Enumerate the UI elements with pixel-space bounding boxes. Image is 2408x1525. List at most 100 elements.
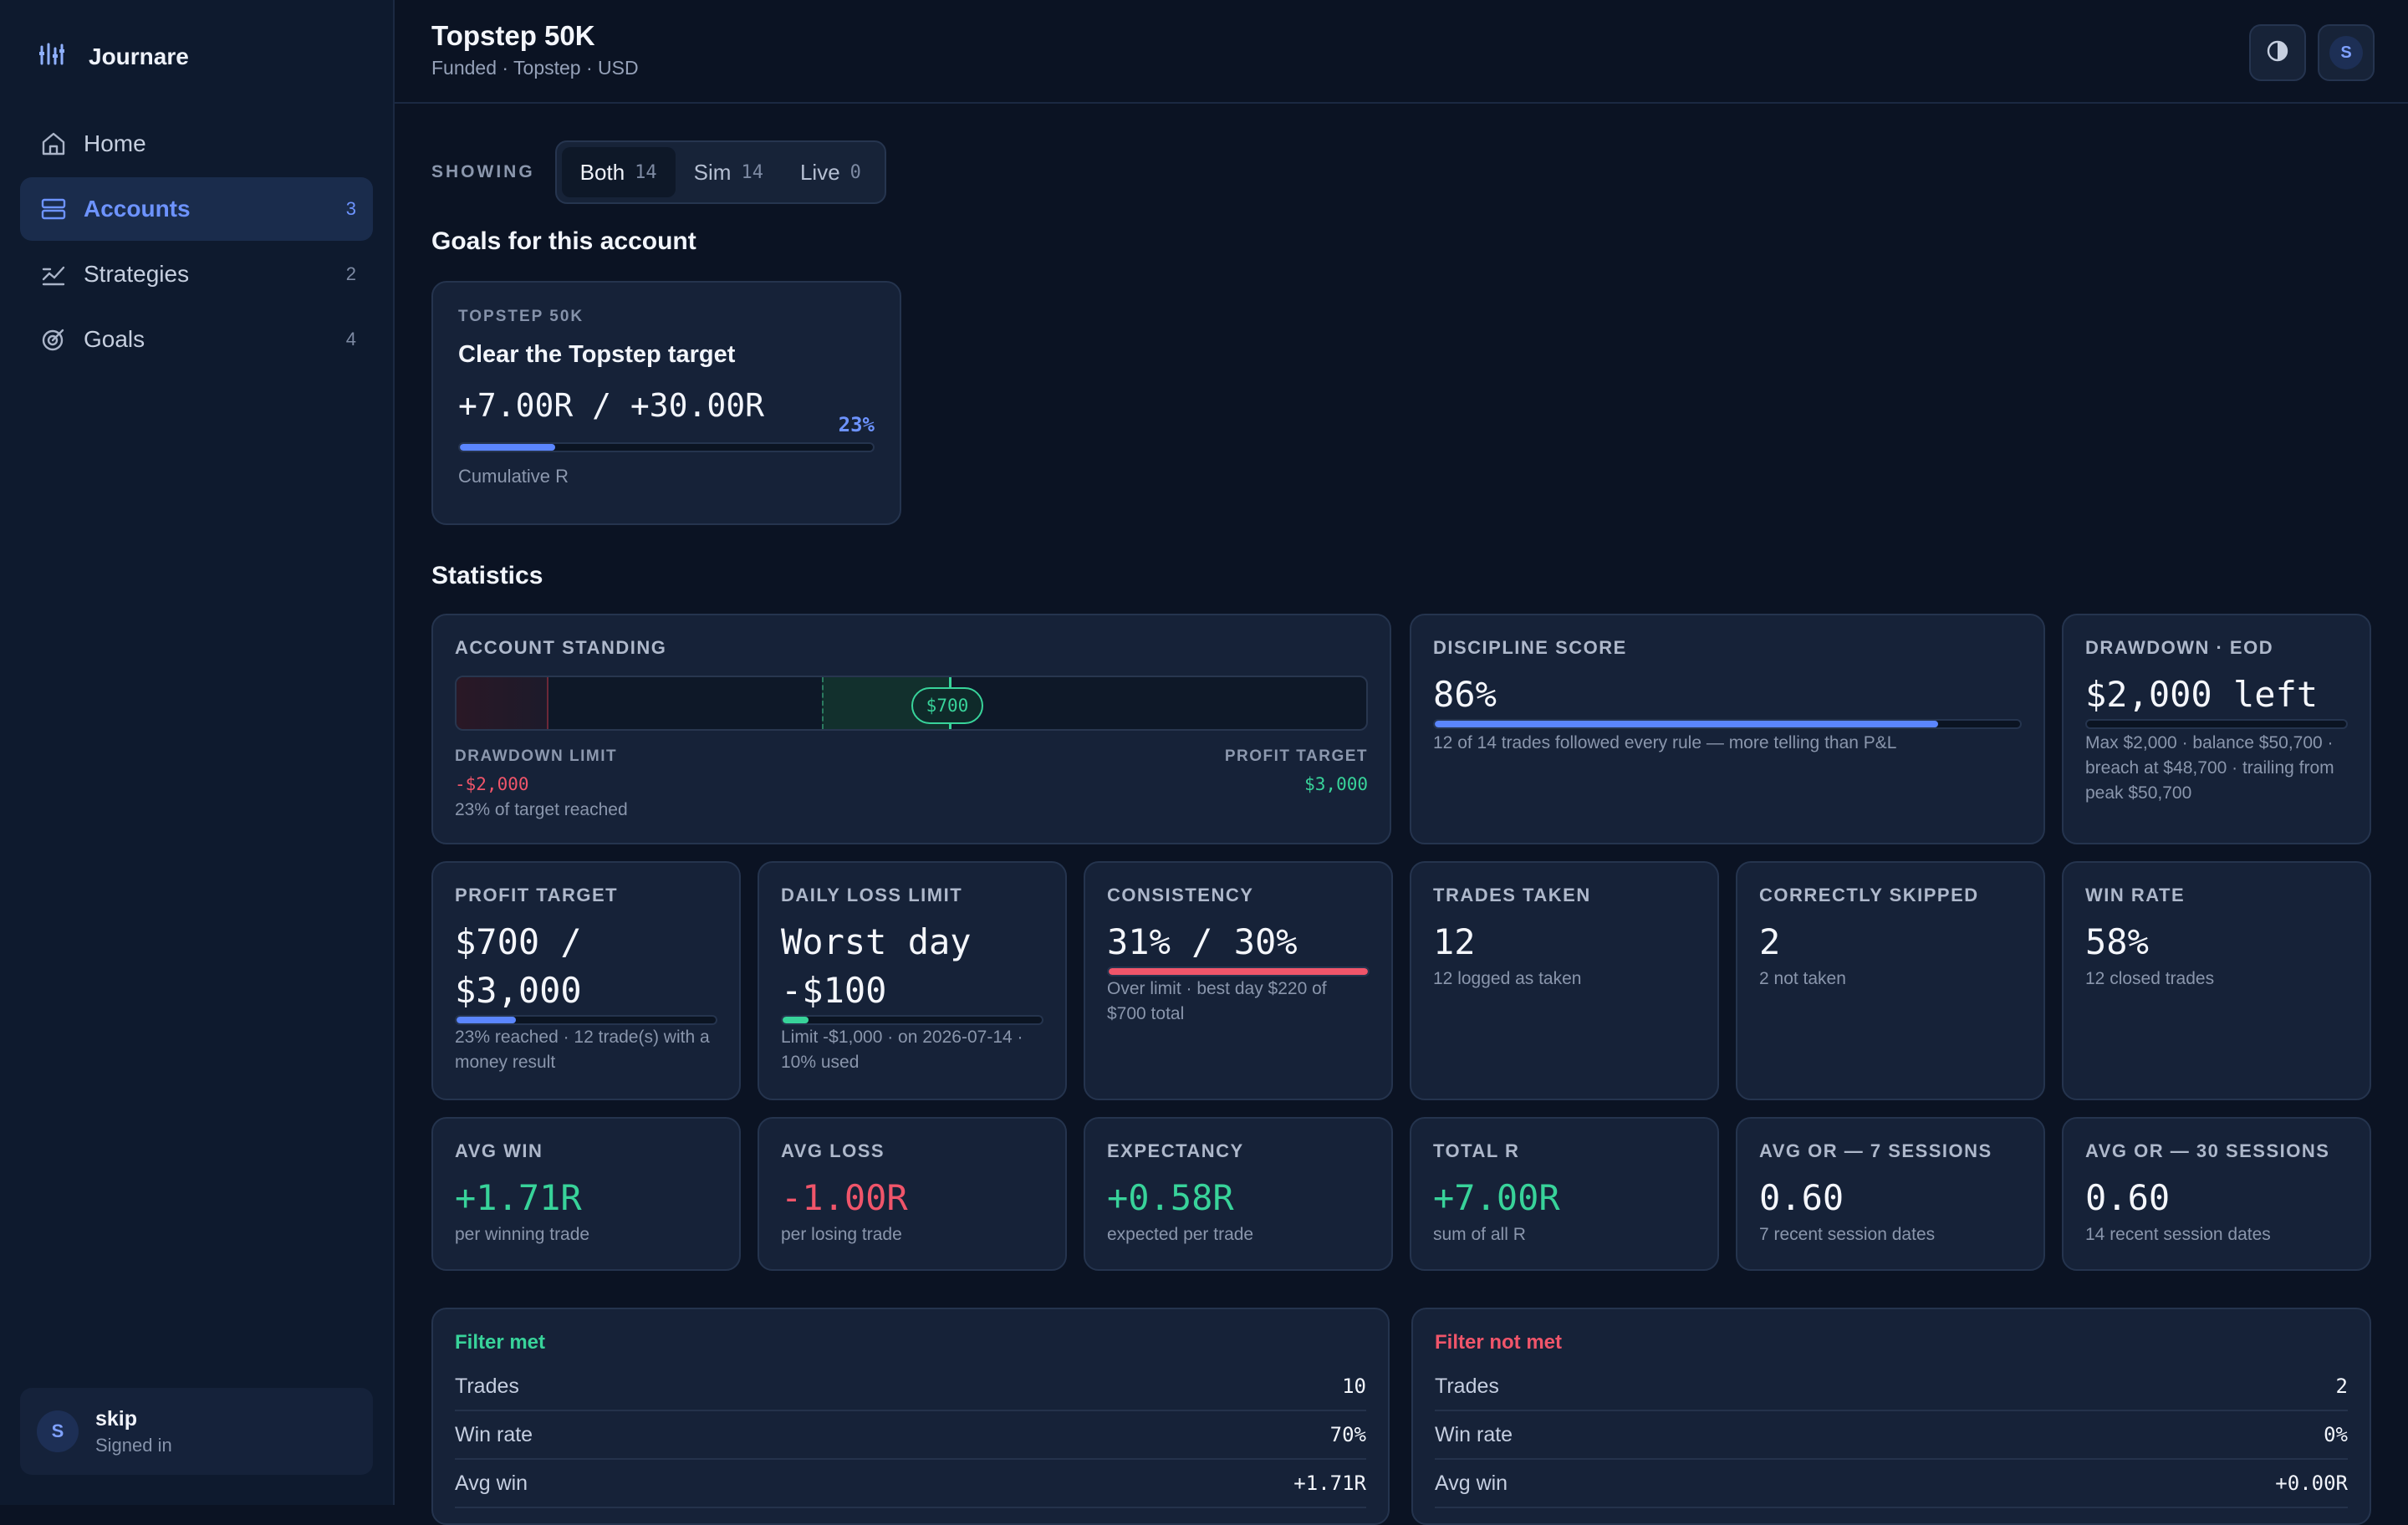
discipline-progress-bar [1433,719,2022,729]
progress-fill [1109,968,1368,975]
row-label: Avg win [1435,1471,1508,1495]
mode-option-both[interactable]: Both 14 [561,147,676,197]
sidebar-item-accounts[interactable]: Accounts 3 [20,177,373,241]
sidebar-item-count: 2 [345,263,356,284]
table-row: Trades 10 [455,1363,1366,1411]
sidebar-nav: Home Accounts 3 Strategies 2 Goals 4 [20,112,373,373]
profit-target-card: PROFIT TARGET $700 / $3,000 23% reached … [431,861,741,1100]
stat-value: $2,000 left [2085,674,2319,715]
statistics-section-title: Statistics [431,562,543,589]
row-value: +1.71R [1293,1471,1366,1495]
table-row: Win rate 70% [455,1411,1366,1460]
row-label: Avg win [455,1471,528,1495]
goal-card[interactable]: TOPSTEP 50K Clear the Topstep target +7.… [431,281,901,525]
row-value: 0% [2324,1423,2348,1446]
goal-footer: Cumulative R [458,466,569,487]
sidebar: Journare Home Accounts 3 Strategies 2 [0,0,395,1505]
stat-label: WIN RATE [2085,885,2186,905]
sidebar-item-goals[interactable]: Goals 4 [20,308,373,371]
user-status: Signed in [95,1434,172,1456]
goal-value: +7.00R / +30.00R [458,387,765,424]
discipline-progress-fill [1435,721,1938,727]
stat-subtext: 2 not taken [1759,969,1846,988]
goals-section-title: Goals for this account [431,227,696,255]
stat-value: 12 [1433,921,1476,962]
filter-not-met-card: Filter not met Trades 2 Win rate 0% Avg wi… [1411,1308,2371,1525]
stat-label: AVG OR — 30 SESSIONS [2085,1140,2330,1161]
stat-value: 31% / 30% [1107,921,1298,962]
filter-met-card: Filter met Trades 10 Win rate 70% Avg win +… [431,1308,1390,1525]
table-row: Trades 2 [1435,1363,2348,1411]
app-name: Journare [89,43,189,69]
sidebar-item-strategies[interactable]: Strategies 2 [20,242,373,306]
stat-label: AVG OR — 7 SESSIONS [1759,1140,1992,1161]
daily-loss-progress-bar [781,1015,1043,1025]
stat-value: +0.58R [1107,1177,1234,1218]
sidebar-item-count: 4 [345,329,356,349]
row-value: 70% [1329,1423,1366,1446]
table-row: Avg win +0.00R [1435,1460,2348,1508]
mode-option-count: 14 [635,161,657,183]
drawdown-zone [457,677,548,729]
consistency-progress-bar [1107,967,1370,977]
stat-value: $700 / $3,000 [455,921,582,1011]
showing-filter: SHOWING Both 14 Sim 14 Live 0 [431,140,886,204]
trades-taken-card: TRADES TAKEN 12 12 logged as taken [1410,861,1719,1100]
filter-not-met-title: Filter not met [1435,1331,1563,1354]
row-label: Win rate [455,1422,533,1446]
stat-value: 86% [1433,674,1497,715]
stat-value: 2 [1759,921,1781,962]
goal-account-label: TOPSTEP 50K [458,308,584,325]
mode-option-count: 0 [849,161,861,183]
profit-target-label: PROFIT TARGET [1224,747,1368,765]
row-label: Trades [455,1374,519,1398]
stat-subtext: 23% reached · 12 trade(s) with a money r… [455,1028,710,1072]
stat-subtext: Limit -$1,000 · on 2026-07-14 · 10% used [781,1028,1023,1072]
mode-option-count: 14 [741,161,763,183]
sidebar-item-label: Goals [84,326,145,352]
theme-toggle-button[interactable] [2249,24,2306,81]
drawdown-limit-value: -$2,000 [455,774,529,794]
showing-label: SHOWING [431,162,535,181]
strategies-icon [37,258,70,291]
page-header: Topstep 50K Funded · Topstep · USD S [395,0,2408,104]
profit-target-value: $3,000 [1304,774,1368,794]
row-label: Trades [1435,1374,1499,1398]
win-rate-card: WIN RATE 58% 12 closed trades [2062,861,2371,1100]
stat-value: +1.71R [455,1177,582,1218]
accounts-icon [37,192,70,226]
stat-value: +7.00R [1433,1177,1560,1218]
contrast-icon [2266,39,2289,67]
consistency-card: CONSISTENCY 31% / 30% Over limit · best … [1084,861,1393,1100]
stat-value: 58% [2085,921,2149,962]
stat-label: DISCIPLINE SCORE [1433,637,1627,658]
mode-option-sim[interactable]: Sim 14 [676,147,782,197]
brand[interactable]: Journare [38,42,189,71]
stat-label: AVG WIN [455,1140,543,1161]
target-icon [37,323,70,356]
current-balance-chip: $700 [911,687,984,724]
sidebar-item-home[interactable]: Home [20,112,373,176]
sidebar-item-label: Home [84,130,146,156]
user-name: skip [95,1406,138,1431]
stat-label: TOTAL R [1433,1140,1520,1161]
goal-progress-bar [458,442,875,452]
stat-subtext: 12 of 14 trades followed every rule — mo… [1433,733,1897,752]
stat-label: TRADES TAKEN [1433,885,1591,905]
stat-label: CORRECTLY SKIPPED [1759,885,1979,905]
stat-subtext: Max $2,000 · balance $50,700 · breach at… [2085,733,2334,803]
goal-name: Clear the Topstep target [458,341,736,368]
user-menu-button[interactable]: S [2318,24,2375,81]
mode-option-label: Sim [693,159,732,185]
stat-subtext: per winning trade [455,1225,590,1244]
stat-subtext: 12 closed trades [2085,969,2215,988]
mode-option-live[interactable]: Live 0 [782,147,880,197]
stat-subtext: sum of all R [1433,1225,1526,1244]
user-card[interactable]: S skip Signed in [20,1388,373,1475]
stat-label: AVG LOSS [781,1140,885,1161]
mode-segmented-control: Both 14 Sim 14 Live 0 [554,140,886,204]
goal-progress-fill [460,444,555,451]
row-label: Win rate [1435,1422,1513,1446]
mode-option-label: Live [799,159,840,185]
stat-subtext: per losing trade [781,1225,902,1244]
